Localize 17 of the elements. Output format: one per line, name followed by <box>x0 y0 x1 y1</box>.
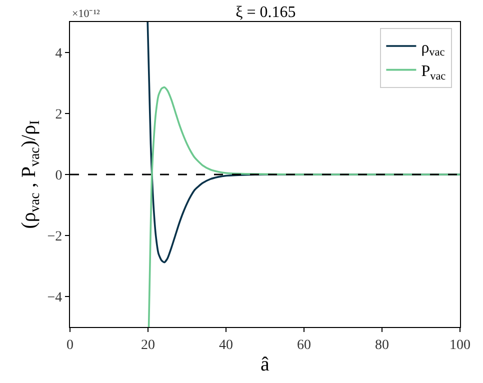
y-tick-label: 4 <box>55 46 62 62</box>
x-axis-title: â <box>260 353 270 376</box>
legend-label: P$_{vac}$ <box>421 63 446 82</box>
x-tick-label: 0 <box>66 338 74 353</box>
x-tick-label: 80 <box>375 338 389 353</box>
y-tick-label: 0 <box>55 168 62 184</box>
x-tick-label: 60 <box>297 338 311 353</box>
y-tick-label: 2 <box>55 107 62 122</box>
x-tick-label: 20 <box>141 338 155 353</box>
y-tick-label: −2 <box>47 229 62 244</box>
x-tick-label: 40 <box>219 338 233 353</box>
chart-title: ξ = 0.165 <box>236 4 296 21</box>
line-series <box>148 86 460 327</box>
x-tick-label: 100 <box>450 338 470 353</box>
y-tick-label: −4 <box>47 290 62 306</box>
text: ×10⁻¹² <box>72 8 100 20</box>
legend-label: ρ$_{vac}$ <box>421 39 445 59</box>
